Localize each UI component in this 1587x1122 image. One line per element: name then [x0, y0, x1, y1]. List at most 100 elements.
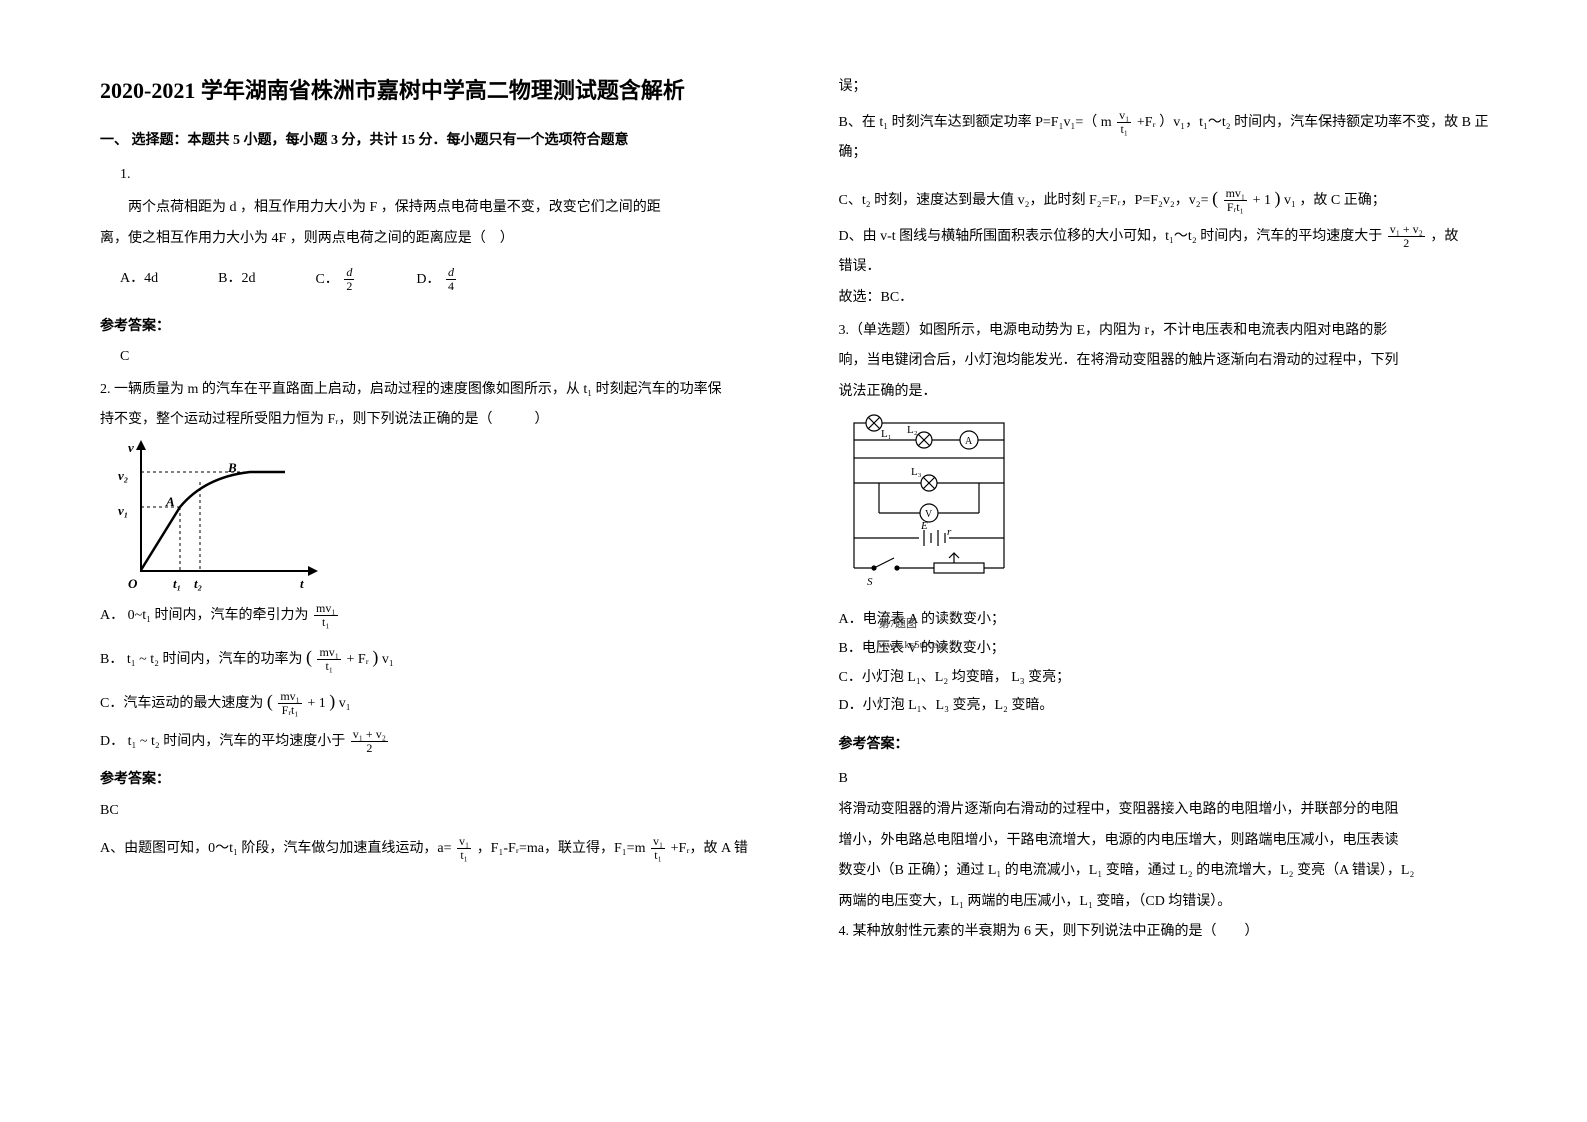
q1-number: 1. [120, 162, 779, 189]
q2-expB-frac: v₁ t₁ [1117, 109, 1131, 136]
q3-exp1: 将滑动变阻器的滑片逐渐向右滑动的过程中，变阻器接入电路的电阻增小，并联部分的电阻 [839, 797, 1538, 824]
circuit-L1-label: L₁ [881, 428, 892, 440]
q2-d-den: 2 [351, 742, 388, 755]
q2-b-den: t₁ [317, 660, 341, 673]
circuit-caption2: www.ks5u.com [879, 635, 1019, 656]
q2-option-d: D． t₁ ~ t₂ 时间内，汽车的平均速度小于 v₁ + v₂ 2 [100, 728, 779, 756]
q3-exp3: 数变小（B 正确）；通过 L₁ 的电流减小，L₁ 变暗，通过 L₂ 的电流增大，… [839, 858, 1538, 885]
q3-stem2: 响，当电键闭合后，小灯泡均能发光．在将滑动变阻器的触片逐渐向右滑动的过程中，下列 [839, 348, 1538, 375]
q1-d-num: d [446, 266, 456, 280]
q2-a-den: t₁ [314, 616, 338, 629]
q2-expA-frac1: v₁ t₁ [457, 835, 471, 862]
q2-expA-mid: ，F₁-Fᵣ=ma，联立得，F₁=m [477, 841, 646, 856]
circuit-L2-label: L₂ [907, 424, 918, 436]
vt-graph: v v₂ v₁ A B O t₁ t₂ t [110, 442, 310, 592]
vt-t-label: t [300, 572, 304, 597]
q2-expA-den2: t₁ [651, 849, 665, 862]
circuit-V-label: V [925, 509, 933, 520]
q2-a-t: 0~t₁ [128, 608, 151, 623]
q4-stem: 4. 某种放射性元素的半衰期为 6 天，则下列说法中正确的是（ ） [839, 919, 1538, 946]
q2-expC-den: Fᵣt₁ [1224, 201, 1248, 214]
q2-d-frac: v₁ + v₂ 2 [351, 728, 388, 755]
doc-title: 2020-2021 学年湖南省株洲市嘉树中学高二物理测试题含解析 [100, 70, 779, 112]
circuit-r-label: r [947, 526, 952, 538]
q3-answer-label: 参考答案： [839, 732, 1538, 759]
q2-b-v: v₁ [382, 652, 394, 667]
q2-b-tail: + Fᵣ [347, 652, 369, 667]
q1-c-prefix: C． [315, 272, 338, 287]
q2-expA: A、由题图可知，0～t₁ 阶段，汽车做匀加速直线运动，a= v₁ t₁ ，F₁-… [100, 835, 779, 863]
q2-expC-lparen: ( [1212, 188, 1218, 208]
q2-c-tail: + 1 [307, 696, 325, 711]
q2-expB-num: v₁ [1117, 109, 1131, 123]
q1-c-num: d [344, 266, 354, 280]
q2-a-prefix: A． [100, 608, 124, 623]
circuit-diagram: L₁ L₂ A L₃ V E r S 第7题图 www.ks5u.com [839, 413, 1019, 603]
q2-expA-num2: v₁ [651, 835, 665, 849]
q2-c-v: v₁ [339, 696, 351, 711]
q1-stem-line1: 两个点荷相距为 d ，相互作用力大小为 F ，保持两点电荷电量不变，改变它们之间… [100, 195, 779, 222]
vt-A-label: A [166, 490, 175, 515]
q2-expA-num: v₁ [457, 835, 471, 849]
q2-c-den: Fᵣt₁ [278, 704, 302, 717]
q2-b-mid: 时间内，汽车的功率为 [162, 652, 302, 667]
q2-expA-pre: A、由题图可知，0～t₁ 阶段，汽车做匀加速直线运动，a= [100, 841, 452, 856]
vt-t2-label: t₂ [194, 572, 202, 597]
q1-option-b: B．2d [218, 266, 255, 294]
q2-d-num: v₁ + v₂ [351, 728, 388, 742]
vt-v1-label: v₁ [118, 499, 128, 524]
q2-expB-den: t₁ [1117, 123, 1131, 136]
q2-d-prefix: D． [100, 734, 124, 749]
circuit-S-label: S [867, 576, 873, 588]
q2-expB-mid: +Fᵣ ）v₁，t₁～t₂ 时间内，汽车保持额定功率不变，故 B 正 [1137, 115, 1489, 130]
circuit-caption1: 第7题图 [879, 614, 1019, 635]
vt-O-label: O [128, 572, 137, 597]
vt-t1-label: t₁ [173, 572, 181, 597]
q2-c-rparen: ) [329, 691, 335, 711]
q2-c-frac: mv₁ Fᵣt₁ [278, 690, 302, 717]
q2-expD-frac: v₁ + v₂ 2 [1388, 223, 1425, 250]
circuit-svg: L₁ L₂ A L₃ V E r S [839, 413, 1019, 603]
right-column: 误； B、在 t₁ 时刻汽车达到额定功率 P=F₁v₁=（ m v₁ t₁ +F… [819, 70, 1538, 1092]
q2-expA-tail: +Fᵣ，故 A 错 [671, 841, 748, 856]
q2-answer: BC [100, 798, 779, 825]
q2-a-num: mv₁ [314, 602, 338, 616]
q2-d-t: t₁ ~ t₂ [128, 734, 160, 749]
q1-options: A．4d B．2d C． d 2 D． d 4 [120, 266, 779, 294]
q2-a-frac: mv₁ t₁ [314, 602, 338, 629]
q2-expD-den: 2 [1388, 237, 1425, 250]
q1-d-prefix: D． [416, 272, 440, 287]
q1-option-c: C． d 2 [315, 266, 356, 294]
q3-exp4: 两端的电压变大，L₁ 两端的电压减小，L₁ 变暗，（CD 均错误）。 [839, 889, 1538, 916]
q1-option-a: A．4d [120, 266, 158, 294]
q2-expC-tail: ，故 C 正确； [1299, 193, 1385, 208]
q3-option-d: D．小灯泡 L₁、L₃ 变亮，L₂ 变暗。 [839, 693, 1538, 720]
q2-b-frac: mv₁ t₁ [317, 646, 341, 673]
q2-a-mid: 时间内，汽车的牵引力为 [154, 608, 308, 623]
q2-expA-den: t₁ [457, 849, 471, 862]
q2-expB-tail: 确； [839, 140, 1538, 167]
q2-expB: B、在 t₁ 时刻汽车达到额定功率 P=F₁v₁=（ m v₁ t₁ +Fᵣ ）… [839, 109, 1538, 137]
vt-v2-label: v₂ [118, 464, 128, 489]
q1-stem-text1: 两个点荷相距为 d ，相互作用力大小为 F ，保持两点电荷电量不变，改变它们之间… [128, 200, 661, 215]
q2-c-prefix: C．汽车运动的最大速度为 [100, 696, 263, 711]
q2-c-lparen: ( [267, 691, 273, 711]
circuit-L3-label: L₃ [911, 466, 922, 478]
q1-d-fraction: d 4 [446, 266, 456, 293]
q3-answer: B [839, 766, 1538, 793]
page: 2020-2021 学年湖南省株洲市嘉树中学高二物理测试题含解析 一、 选择题：… [0, 0, 1587, 1122]
q1-option-d: D． d 4 [416, 266, 458, 294]
q2-expA-frac2: v₁ t₁ [651, 835, 665, 862]
q2-option-a: A． 0~t₁ 时间内，汽车的牵引力为 mv₁ t₁ [100, 602, 779, 630]
q2-d-mid: 时间内，汽车的平均速度小于 [163, 734, 345, 749]
q1-d-den: 4 [446, 280, 456, 293]
q2-b-prefix: B． [100, 652, 123, 667]
q2-expC-pre: C、t₂ 时刻，速度达到最大值 v₂，此时刻 F₂=Fᵣ，P=F₂v₂，v₂= [839, 193, 1209, 208]
q2-expC-v: v₁ [1284, 193, 1296, 208]
left-column: 2020-2021 学年湖南省株洲市嘉树中学高二物理测试题含解析 一、 选择题：… [100, 70, 819, 1092]
section-1-heading: 一、 选择题：本题共 5 小题，每小题 3 分，共计 15 分．每小题只有一个选… [100, 128, 779, 155]
q1-answer-label: 参考答案： [100, 314, 779, 341]
circuit-A-label: A [965, 436, 973, 447]
q2-expC-frac: mv₁ Fᵣt₁ [1224, 187, 1248, 214]
q2-answer-label: 参考答案： [100, 767, 779, 794]
